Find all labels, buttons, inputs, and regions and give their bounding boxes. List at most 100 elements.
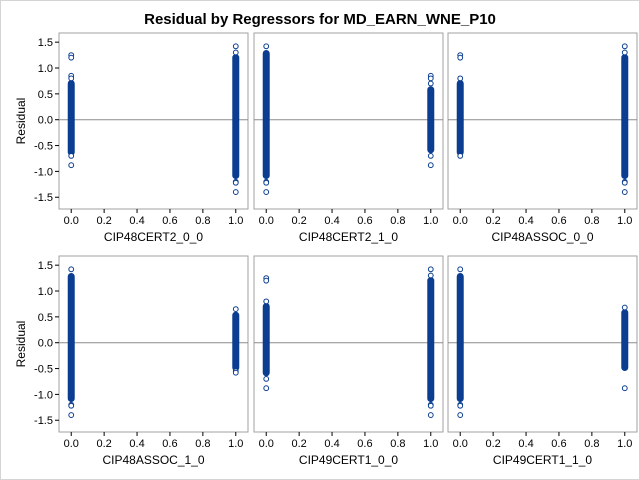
x-tick-label: 0.8 xyxy=(584,438,599,450)
x-tick-label: 0.8 xyxy=(195,215,210,227)
x-tick-label: 0.8 xyxy=(584,215,599,227)
y-tick-label: -0.5 xyxy=(34,141,53,153)
x-tick-label: 0.2 xyxy=(485,215,500,227)
data-point xyxy=(263,385,270,392)
dense-points-2 xyxy=(232,311,240,372)
data-point xyxy=(263,375,270,382)
dense-points-1 xyxy=(262,302,270,377)
x-tick-label: 0.0 xyxy=(259,215,274,227)
data-point xyxy=(232,43,239,50)
data-point xyxy=(68,152,75,159)
y-tick-label: 1.5 xyxy=(38,37,53,49)
data-point xyxy=(263,189,270,195)
y-tick-label: 1.0 xyxy=(38,286,53,298)
y-tick-label: -0.5 xyxy=(34,364,53,376)
data-point xyxy=(68,402,75,409)
chart-title: Residual by Regressors for MD_EARN_WNE_P… xyxy=(144,11,496,28)
x-axis-label: CIP48CERT2_1_0 xyxy=(299,230,398,244)
data-point xyxy=(427,80,434,87)
data-point xyxy=(427,272,434,279)
x-tick-label: 1.0 xyxy=(617,438,632,450)
data-point xyxy=(68,54,75,61)
x-tick-label: 1.0 xyxy=(228,215,243,227)
x-tick-label: 0.2 xyxy=(291,215,306,227)
data-point xyxy=(427,152,434,159)
panel-1: 0.0 0.2 0.4 0.6 0.8 1.0 CIP48CERT2_0_0 -1.5 -1.0… xyxy=(14,32,249,244)
data-point xyxy=(232,369,239,376)
x-tick-label: 0.8 xyxy=(390,215,405,227)
data-point xyxy=(263,277,270,284)
y-tick-label: -1.5 xyxy=(34,192,53,204)
x-tick-label: 0.4 xyxy=(518,215,533,227)
y-tick-label: 1.0 xyxy=(38,63,53,75)
data-point xyxy=(621,189,628,195)
y-tick-label: -1.5 xyxy=(34,415,53,427)
x-tick-label: 0.4 xyxy=(324,215,339,227)
data-point xyxy=(232,306,239,313)
data-point xyxy=(232,179,239,186)
panel-frame xyxy=(447,255,638,433)
data-point xyxy=(68,266,75,273)
data-point xyxy=(263,43,270,50)
dense-points-1 xyxy=(456,273,464,403)
panel-5: 0.0 0.2 0.4 0.6 0.8 1.0 CIP49CERT1_0_0 xyxy=(253,255,444,467)
x-axis-label: CIP49CERT1_0_0 xyxy=(299,453,398,467)
dense-points-2 xyxy=(621,309,629,372)
data-point xyxy=(427,412,434,418)
x-tick-label: 0.0 xyxy=(64,438,79,450)
x-axis-label: CIP48ASSOC_0_0 xyxy=(491,230,593,244)
panel-4: 0.0 0.2 0.4 0.6 0.8 1.0 CIP48ASSOC_1_0 -1.5 -1.0… xyxy=(14,255,249,467)
dense-points-1 xyxy=(67,273,75,403)
data-point xyxy=(427,266,434,273)
data-point xyxy=(427,75,434,82)
panel-frame xyxy=(58,32,249,210)
x-tick-label: 0.2 xyxy=(291,438,306,450)
data-point xyxy=(457,402,464,409)
y-tick-label: 0.5 xyxy=(38,312,53,324)
x-tick-label: 0.6 xyxy=(551,215,566,227)
x-tick-label: 0.4 xyxy=(324,438,339,450)
data-point xyxy=(232,189,239,195)
data-point xyxy=(263,298,270,305)
y-tick-label: 0.5 xyxy=(38,89,53,101)
data-point xyxy=(621,304,628,311)
panel-2: 0.0 0.2 0.4 0.6 0.8 1.0 CIP48CERT2_1_0 xyxy=(253,32,444,244)
x-tick-label: 0.0 xyxy=(64,215,79,227)
dense-points-2 xyxy=(427,86,435,154)
data-point xyxy=(621,385,628,392)
data-point xyxy=(68,412,75,418)
data-point xyxy=(427,402,434,409)
dense-points-2 xyxy=(427,277,435,403)
x-tick-label: 0.0 xyxy=(259,438,274,450)
x-tick-label: 0.0 xyxy=(453,438,468,450)
x-tick-label: 0.6 xyxy=(162,438,177,450)
x-tick-label: 0.8 xyxy=(195,438,210,450)
x-tick-label: 1.0 xyxy=(228,438,243,450)
y-tick-label: 1.5 xyxy=(38,260,53,272)
panel-frame xyxy=(253,255,444,433)
panel-frame xyxy=(253,32,444,210)
x-tick-label: 0.0 xyxy=(453,215,468,227)
x-axis-label: CIP48CERT2_0_0 xyxy=(104,230,203,244)
dense-points-1 xyxy=(456,79,464,156)
x-tick-label: 0.6 xyxy=(551,438,566,450)
y-tick-label: 0.0 xyxy=(38,115,53,127)
x-tick-label: 0.6 xyxy=(357,215,372,227)
x-tick-label: 0.4 xyxy=(129,438,144,450)
data-point xyxy=(232,49,239,56)
x-tick-label: 0.2 xyxy=(485,438,500,450)
y-axis-label: Residual xyxy=(14,98,28,145)
data-point xyxy=(68,162,75,169)
dense-points-2 xyxy=(621,54,629,180)
x-tick-label: 0.2 xyxy=(96,215,111,227)
x-tick-label: 0.8 xyxy=(390,438,405,450)
data-point xyxy=(457,412,464,418)
y-axis-label: Residual xyxy=(14,321,28,368)
x-tick-label: 1.0 xyxy=(617,215,632,227)
x-tick-label: 0.2 xyxy=(96,438,111,450)
y-tick-label: -1.0 xyxy=(34,166,53,178)
data-point xyxy=(263,179,270,186)
dense-points-2 xyxy=(232,54,240,180)
